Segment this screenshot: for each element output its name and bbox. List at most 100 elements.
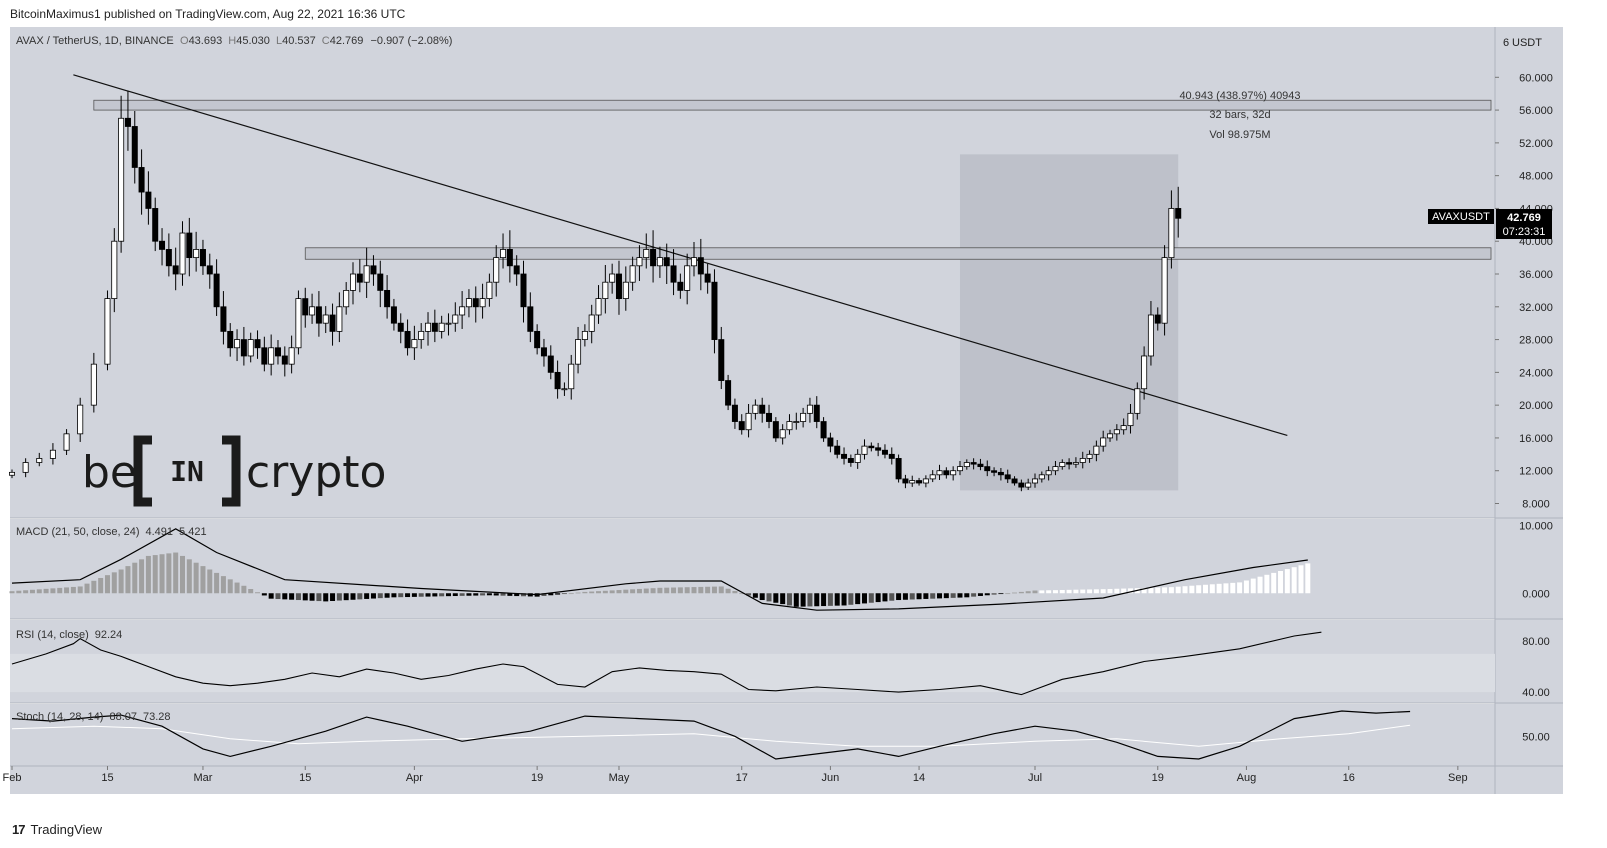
candle — [1025, 482, 1032, 488]
macd-histogram-bar — [746, 593, 752, 596]
candle — [841, 453, 848, 459]
candle — [820, 421, 827, 439]
candle — [909, 480, 916, 484]
time-tick-label: 14 — [913, 772, 925, 784]
macd-histogram-bar — [43, 588, 49, 594]
macd-histogram-bar — [561, 593, 567, 595]
candle — [984, 466, 991, 472]
candle — [281, 355, 288, 365]
stoch-title: Stoch (14, 28, 14) 88.07 73.28 — [16, 711, 171, 723]
candle — [138, 167, 145, 193]
macd-histogram-bar — [193, 562, 199, 594]
candle — [1045, 470, 1052, 476]
candle — [963, 462, 970, 468]
macd-histogram-bar — [302, 593, 308, 601]
candle — [111, 240, 118, 299]
candle — [581, 330, 588, 340]
macd-histogram-bar — [1107, 588, 1113, 594]
macd-histogram-bar — [1052, 590, 1058, 594]
time-tick-label: 16 — [1343, 772, 1355, 784]
macd-histogram-bar — [323, 593, 329, 602]
candle — [118, 117, 125, 242]
candle — [588, 314, 595, 332]
candle — [77, 404, 84, 435]
candle — [991, 470, 998, 473]
candle — [527, 306, 534, 332]
time-axis[interactable] — [10, 766, 1563, 794]
macd-histogram-bar — [766, 593, 772, 602]
macd-histogram-bar — [923, 593, 929, 599]
candle — [36, 458, 43, 463]
macd-tick-label: 0.000 — [1522, 588, 1550, 600]
macd-histogram-bar — [370, 593, 376, 599]
macd-histogram-bar — [848, 593, 854, 605]
candle — [554, 371, 561, 390]
macd-histogram-bar — [1073, 589, 1079, 594]
candle — [895, 458, 902, 480]
macd-histogram-bar — [1080, 589, 1086, 594]
macd-histogram-bar — [111, 572, 117, 594]
stoch-k-line — [11, 710, 1411, 760]
time-tick-label: Jun — [822, 772, 840, 784]
candle — [813, 404, 820, 422]
candle — [131, 126, 138, 168]
macd-histogram-bar — [984, 593, 990, 596]
macd-histogram-bar — [514, 593, 520, 597]
macd-histogram-bar — [166, 553, 172, 594]
macd-histogram-bar — [309, 593, 315, 601]
macd-histogram-bar — [377, 593, 383, 599]
macd-histogram-bar — [1298, 565, 1304, 594]
price-axis[interactable] — [1495, 27, 1563, 766]
macd-histogram-bar — [391, 593, 397, 598]
macd-histogram-bar — [159, 554, 165, 594]
macd-histogram-bar — [275, 593, 281, 600]
macd-histogram-bar — [152, 555, 158, 594]
candle — [711, 281, 718, 340]
macd-histogram-bar — [289, 593, 295, 600]
candle — [268, 347, 275, 365]
tradingview-brand[interactable]: 17 TradingView — [12, 822, 102, 837]
macd-histogram-bar — [364, 593, 370, 599]
macd-histogram-bar — [77, 586, 83, 594]
price-tick-label: 40.000 — [1519, 236, 1553, 248]
macd-histogram-bar — [1018, 591, 1024, 594]
publish-line: BitcoinMaximus1 published on TradingView… — [10, 7, 406, 21]
candle — [309, 306, 316, 316]
tradingview-logo-icon: 17 — [12, 822, 26, 837]
candle — [656, 257, 663, 267]
candle — [329, 314, 336, 332]
candle — [772, 421, 779, 439]
tradingview-label: TradingView — [30, 822, 103, 837]
macd-histogram-bar — [902, 593, 908, 600]
candle — [370, 265, 377, 275]
macd-histogram-bar — [1196, 585, 1202, 594]
macd-histogram-bar — [725, 588, 731, 594]
candle — [493, 257, 500, 283]
macd-histogram-bar — [971, 593, 977, 597]
time-tick-label: Jul — [1028, 772, 1042, 784]
macd-histogram-bar — [330, 593, 336, 601]
price-tick-label: 48.000 — [1519, 171, 1553, 183]
candle — [288, 347, 295, 365]
time-tick-label: Apr — [406, 772, 423, 784]
macd-histogram-bar — [916, 593, 922, 600]
macd-histogram-bar — [671, 587, 677, 594]
candle — [875, 447, 882, 451]
svg-text:IN: IN — [170, 455, 204, 488]
candle — [486, 281, 493, 299]
macd-histogram-bar — [868, 593, 874, 603]
price-tick-label: 32.000 — [1519, 302, 1553, 314]
macd-title: MACD (21, 50, close, 24) 4.491 5.421 — [16, 526, 207, 538]
macd-histogram-bar — [1141, 587, 1147, 594]
price-tick-label: 60.000 — [1519, 72, 1553, 84]
candle — [691, 257, 698, 267]
candle — [916, 480, 923, 484]
macd-histogram-bar — [200, 566, 206, 594]
stoch-tick-label: 50.00 — [1522, 731, 1550, 743]
candle — [888, 453, 895, 459]
macd-histogram-bar — [582, 591, 588, 594]
resistance-zone-mid — [304, 247, 1492, 260]
macd-histogram-bar — [220, 576, 226, 594]
macd-histogram-bar — [480, 593, 486, 596]
